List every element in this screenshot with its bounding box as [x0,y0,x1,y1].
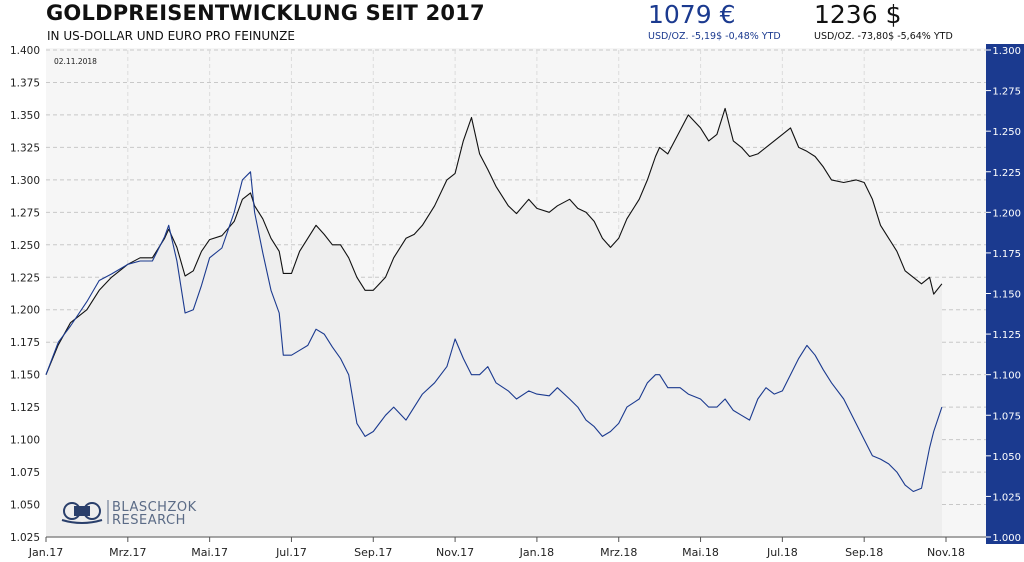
x-tick-label: Mrz.17 [109,546,146,559]
y-left-tick-label: 1.075 [10,467,40,479]
y-left-tick-label: 1.250 [10,240,40,252]
y-left-tick-label: 1.225 [10,272,40,284]
date-label: 02.11.2018 [54,57,97,66]
x-tick-label: Jul.18 [766,546,798,559]
y-left-tick-label: 1.300 [10,175,40,187]
y-right-tick-label: 1.225 [992,168,1021,179]
eur-price: 1079 € [648,0,736,29]
logo-emblem-icon [61,502,103,524]
y-right-tick-label: 1.025 [992,492,1021,503]
y-right-tick-label: 1.050 [992,452,1021,463]
right-axis-band [986,44,1024,544]
y-right-tick-label: 1.300 [992,46,1021,57]
y-right-tick-label: 1.100 [992,371,1021,382]
usd-area [46,108,942,538]
chart-title: GOLDPREISENTWICKLUNG SEIT 2017 [46,1,485,25]
y-right-tick-label: 1.250 [992,127,1021,138]
y-right-tick-label: 1.075 [992,411,1021,422]
chart-subtitle: IN US-DOLLAR UND EURO PRO FEINUNZE [47,29,295,43]
usd-price-change: USD/OZ. -73,80$ -5,64% YTD [814,31,953,42]
x-tick-label: Mrz.18 [600,546,637,559]
y-left-tick-label: 1.050 [10,500,40,512]
y-right-tick-label: 1.125 [992,330,1021,341]
x-tick-label: Jan.17 [28,546,63,559]
x-tick-label: Sep.18 [845,546,883,559]
left-axis: 1.025 1.050 1.075 1.100 1.125 1.150 1.175 1.200… [10,45,40,544]
series-lines [45,107,943,493]
y-left-tick-label: 1.350 [10,110,40,122]
x-tick-label: Mai.17 [191,546,228,559]
y-right-tick-label: 1.200 [992,208,1021,219]
y-left-tick-label: 1.400 [10,45,40,57]
y-right-tick-label: 1.000 [992,533,1021,544]
y-left-tick-label: 1.125 [10,402,40,414]
header: GOLDPREISENTWICKLUNG SEIT 2017 IN US-DOL… [0,0,1024,44]
eur-price-change: USD/OZ. -5,19$ -0,48% YTD [648,31,781,42]
logo: BLASCHZOK RESEARCH [61,500,197,528]
area-fill [46,108,942,538]
eur-series-line [45,171,943,493]
y-left-tick-label: 1.100 [10,435,40,447]
logo-line-1: BLASCHZOK [112,500,197,515]
x-tick-label: Nov.17 [436,546,474,559]
y-right-tick-label: 1.175 [992,249,1021,260]
x-tick-label: Sep.17 [354,546,392,559]
y-right-tick-label: 1.150 [992,290,1021,301]
x-tick-label: Mai.18 [682,546,719,559]
y-left-tick-label: 1.175 [10,337,40,349]
logo-line-2: RESEARCH [112,513,186,528]
y-left-tick-label: 1.025 [10,532,40,544]
x-tick-label: Jul.17 [275,546,307,559]
y-left-tick-label: 1.325 [10,142,40,154]
x-tick-label: Nov.18 [927,546,965,559]
y-left-tick-label: 1.275 [10,207,40,219]
y-right-tick-label: 1.275 [992,87,1021,98]
x-axis: Jan.17 Mrz.17 Mai.17 Jul.17 Sep.17 Nov.17 Jan.… [28,536,986,559]
y-left-tick-label: 1.150 [10,370,40,382]
x-tick-label: Jan.18 [519,546,554,559]
y-left-tick-label: 1.375 [10,77,40,89]
right-axis: 1.000 1.025 1.050 1.075 1.100 1.125 1.150 1.175… [986,46,1021,544]
usd-price: 1236 $ [814,0,902,29]
y-left-tick-label: 1.200 [10,305,40,317]
